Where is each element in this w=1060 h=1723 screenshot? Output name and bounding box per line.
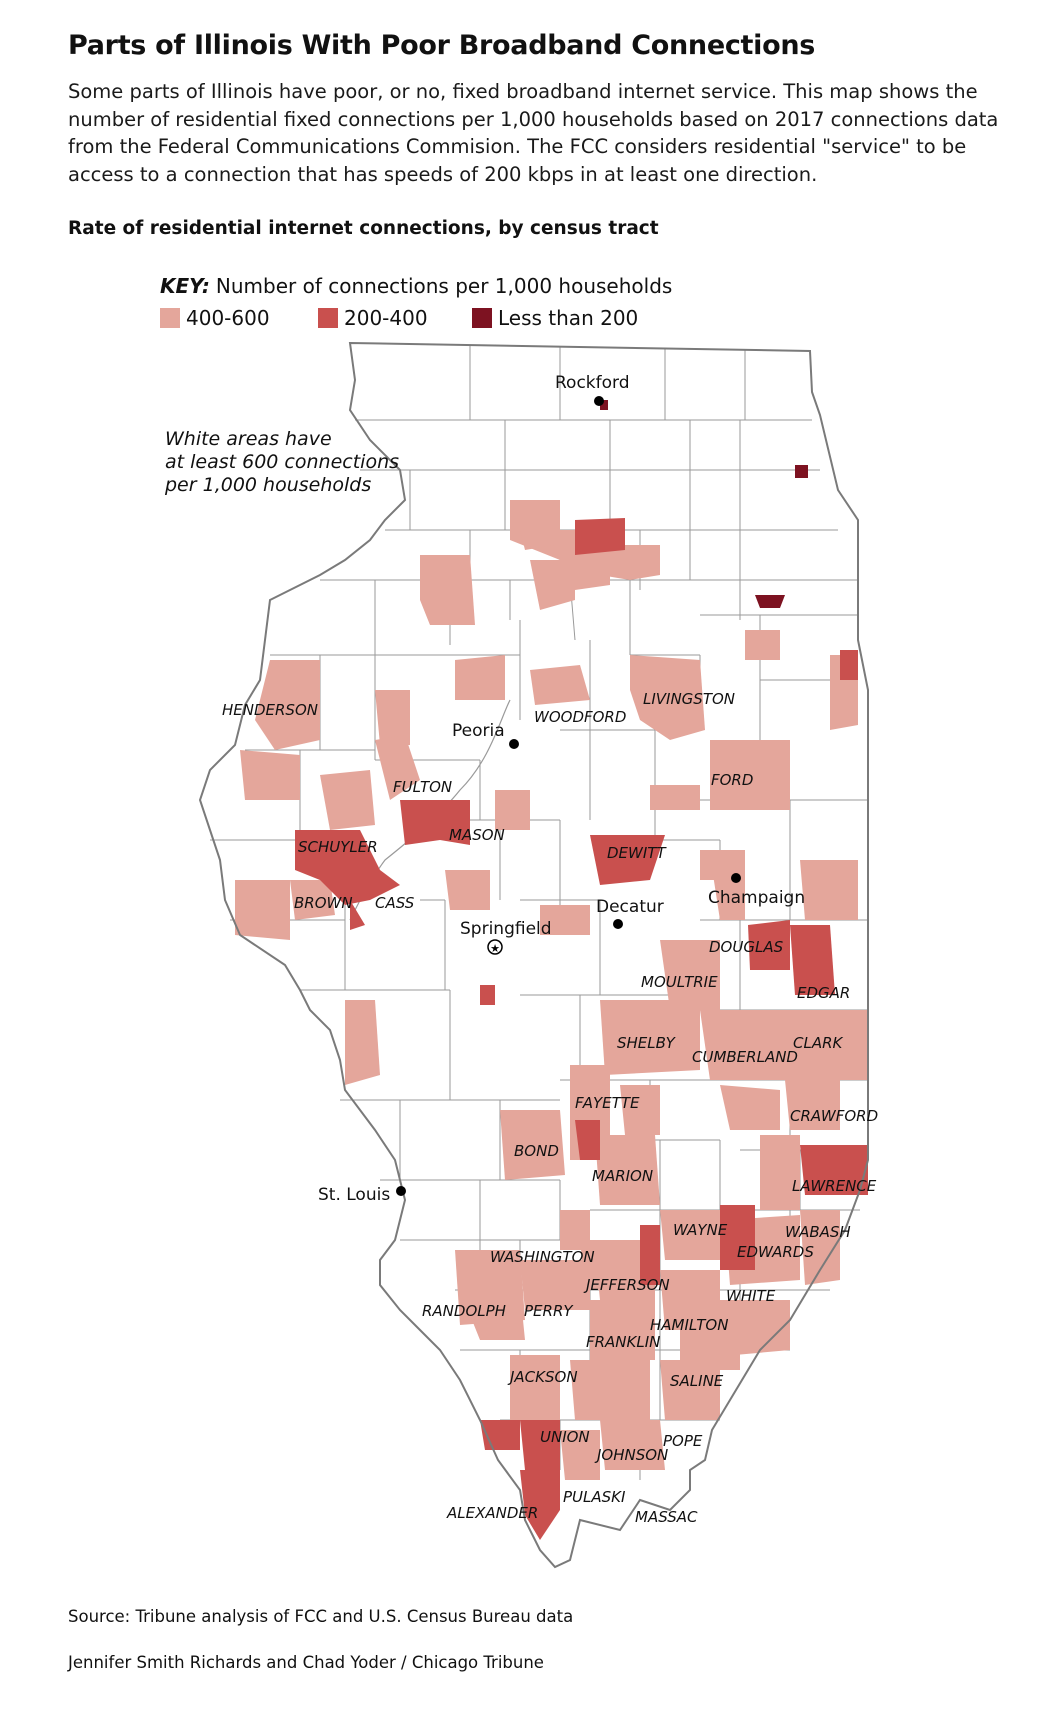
county-label-ford: FORD bbox=[711, 771, 753, 789]
legend-item-less-than-200: Less than 200 bbox=[472, 306, 638, 330]
city-label-decatur: Decatur bbox=[596, 897, 664, 917]
chart-title: Parts of Illinois With Poor Broadband Co… bbox=[68, 30, 816, 61]
credit-line: Jennifer Smith Richards and Chad Yoder /… bbox=[68, 1653, 544, 1672]
legend-description: Number of connections per 1,000 househol… bbox=[215, 274, 673, 298]
county-label-brown: BROWN bbox=[294, 894, 353, 912]
champaign-dot bbox=[731, 873, 741, 883]
legend-key-label: KEY: bbox=[160, 274, 210, 298]
county-label-randolph: RANDOLPH bbox=[422, 1302, 506, 1320]
illinois-map: White areas have at least 600 connection… bbox=[164, 341, 878, 1569]
county-label-massac: MASSAC bbox=[635, 1508, 698, 1526]
legend-label-200-400: 200-400 bbox=[344, 306, 428, 330]
county-label-edgar: EDGAR bbox=[797, 984, 850, 1002]
county-label-pope: POPE bbox=[663, 1432, 703, 1450]
county-label-livingston: LIVINGSTON bbox=[643, 690, 735, 708]
springfield-capital-marker bbox=[487, 939, 503, 955]
county-label-perry: PERRY bbox=[524, 1302, 574, 1320]
county-label-jackson: JACKSON bbox=[507, 1368, 578, 1386]
county-label-mason: MASON bbox=[449, 826, 505, 844]
county-label-white: WHITE bbox=[726, 1287, 776, 1305]
county-label-johnson: JOHNSON bbox=[594, 1446, 668, 1464]
county-label-crawford: CRAWFORD bbox=[790, 1107, 878, 1125]
county-label-clark: CLARK bbox=[793, 1034, 844, 1052]
city-markers: Rockford Peoria Decatur Champaign ★ Spri… bbox=[318, 373, 805, 1205]
county-label-moultrie: MOULTRIE bbox=[641, 973, 718, 991]
legend-swatch-400-600 bbox=[160, 308, 180, 328]
city-label-rockford: Rockford bbox=[555, 373, 630, 393]
legend-label-less-than-200: Less than 200 bbox=[498, 306, 639, 330]
legend-item-200-400: 200-400 bbox=[318, 306, 428, 330]
decatur-dot bbox=[613, 919, 623, 929]
county-label-woodford: WOODFORD bbox=[534, 708, 626, 726]
county-label-jefferson: JEFFERSON bbox=[583, 1276, 670, 1294]
county-label-fayette: FAYETTE bbox=[575, 1094, 640, 1112]
county-label-cass: CASS bbox=[375, 894, 415, 912]
county-label-franklin: FRANKLIN bbox=[586, 1333, 660, 1351]
legend-swatch-less-than-200 bbox=[472, 308, 492, 328]
county-label-wayne: WAYNE bbox=[673, 1221, 728, 1239]
note-line-2: at least 600 connections bbox=[165, 451, 399, 473]
state-outline bbox=[198, 341, 869, 1569]
county-label-wabash: WABASH bbox=[785, 1223, 851, 1241]
city-label-springfield: Springfield bbox=[460, 919, 552, 939]
tracts-400-600 bbox=[235, 500, 868, 1480]
county-label-union: UNION bbox=[540, 1428, 590, 1446]
peoria-dot bbox=[509, 739, 519, 749]
source-note: Source: Tribune analysis of FCC and U.S.… bbox=[68, 1607, 574, 1626]
county-label-saline: SALINE bbox=[670, 1372, 724, 1390]
map-subtitle: Rate of residential internet connections… bbox=[68, 218, 659, 239]
county-label-henderson: HENDERSON bbox=[222, 701, 318, 719]
capital-star-icon: ★ bbox=[490, 942, 500, 955]
county-label-fulton: FULTON bbox=[393, 778, 452, 796]
legend-swatch-200-400 bbox=[318, 308, 338, 328]
county-label-bond: BOND bbox=[514, 1142, 559, 1160]
white-area-note: White areas have at least 600 connection… bbox=[164, 428, 405, 496]
city-label-champaign: Champaign bbox=[708, 888, 805, 908]
county-label-shelby: SHELBY bbox=[617, 1034, 677, 1052]
legend-heading: KEY: Number of connections per 1,000 hous… bbox=[160, 274, 672, 298]
intro-paragraph: Some parts of Illinois have poor, or no,… bbox=[68, 80, 999, 186]
city-label-st-louis: St. Louis bbox=[318, 1185, 390, 1205]
county-label-hamilton: HAMILTON bbox=[650, 1316, 728, 1334]
county-label-alexander: ALEXANDER bbox=[446, 1504, 538, 1522]
county-label-marion: MARION bbox=[592, 1167, 653, 1185]
city-label-peoria: Peoria bbox=[452, 721, 505, 741]
county-label-cumberland: CUMBERLAND bbox=[692, 1048, 798, 1066]
note-line-3: per 1,000 households bbox=[164, 474, 371, 496]
tracts-less-than-200 bbox=[600, 400, 808, 608]
legend-label-400-600: 400-600 bbox=[186, 306, 270, 330]
county-label-pulaski: PULASKI bbox=[563, 1488, 626, 1506]
county-label-washington: WASHINGTON bbox=[490, 1248, 595, 1266]
county-label-schuyler: SCHUYLER bbox=[298, 838, 378, 856]
legend-item-400-600: 400-600 bbox=[160, 306, 270, 330]
rockford-dot bbox=[594, 396, 604, 406]
county-label-edwards: EDWARDS bbox=[737, 1243, 814, 1261]
note-line-1: White areas have bbox=[165, 428, 332, 450]
county-label-lawrence: LAWRENCE bbox=[792, 1177, 877, 1195]
st-louis-dot bbox=[396, 1186, 406, 1196]
county-label-douglas: DOUGLAS bbox=[709, 938, 784, 956]
county-label-dewitt: DEWITT bbox=[607, 844, 667, 862]
county-labels: HENDERSON WOODFORD LIVINGSTON FULTON FOR… bbox=[222, 690, 878, 1526]
